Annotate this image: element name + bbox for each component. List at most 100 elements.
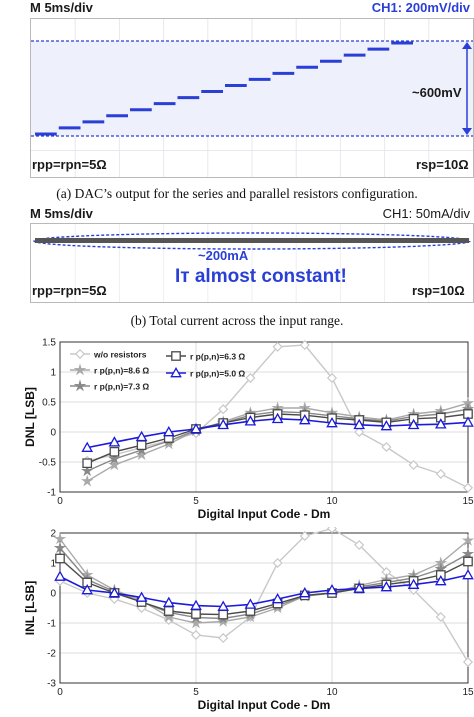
inl-data-point	[462, 656, 474, 668]
scope-a-range-band	[31, 41, 473, 136]
inl-data-point	[135, 591, 148, 602]
dnl-data-point	[109, 446, 120, 457]
inl-data-point	[434, 574, 447, 586]
inl-series-line	[59, 527, 469, 663]
inl-data-point	[461, 533, 474, 546]
inl-series	[54, 568, 474, 611]
inl-y-axis-label: INL [LSB]	[23, 581, 37, 635]
dnl-data-point	[190, 422, 202, 434]
inl-data-point	[190, 629, 202, 641]
inl-data-point	[462, 568, 474, 580]
inl-y-tick-label: 2	[50, 529, 56, 540]
dnl-chart: 0 5 10 15 -1 -0.5 0 0.5 1 1.5 Digital Input Code -…	[23, 338, 474, 521]
dnl-x-tick-label: 5	[193, 496, 199, 507]
dnl-data-point	[298, 413, 311, 425]
inl-series-line	[59, 547, 469, 620]
scope-b-amplitude-label: ~200mA	[198, 248, 249, 263]
inl-data-point	[326, 583, 338, 595]
dnl-y-tick-label: 0	[50, 428, 56, 439]
dnl-x-tick-label: 15	[462, 496, 474, 507]
dnl-data-point	[108, 452, 121, 465]
inl-y-tick-label: -1	[47, 619, 56, 630]
dnl-legend-marker	[170, 366, 182, 378]
inl-data-point	[108, 586, 121, 598]
dnl-data-point	[353, 418, 366, 430]
scope-b-ellipse	[33, 232, 471, 250]
inl-x-tick-label: 0	[57, 687, 63, 698]
scope-b-trace-band	[35, 238, 469, 243]
dnl-y-tick-label: 1	[50, 368, 56, 379]
dnl-data-point	[245, 372, 256, 384]
dnl-data-point	[271, 412, 284, 424]
inl-data-point	[461, 547, 474, 560]
dnl-data-point	[435, 468, 446, 480]
inl-data-point	[53, 532, 67, 545]
inl-data-point	[380, 580, 393, 592]
scope-b-message: Iт almost constant!	[175, 266, 347, 287]
scope-a-trace	[31, 19, 473, 177]
scope-a: M 5ms/div CH1: 200mV/div ~600mV rpp=rpn=…	[0, 0, 474, 182]
dnl-data-point	[244, 415, 257, 426]
dnl-data-point	[80, 464, 94, 477]
inl-data-point	[354, 539, 365, 551]
dnl-x-tick-label: 0	[57, 496, 63, 507]
dnl-data-point	[136, 440, 147, 451]
inl-data-point	[218, 609, 229, 620]
inl-frame	[59, 532, 469, 684]
scope-a-time-div: M 5ms/div	[30, 0, 93, 15]
inl-x-tick-label: 15	[462, 687, 474, 698]
scope-b-channel: CH1: 50mA/div	[382, 206, 470, 221]
inl-data-point	[53, 541, 67, 554]
inl-data-point	[190, 599, 202, 610]
dnl-data-point	[272, 341, 283, 352]
dnl-data-point	[462, 416, 474, 427]
inl-data-point	[244, 598, 257, 609]
inl-data-point	[162, 596, 175, 607]
inl-data-point	[353, 582, 366, 593]
dnl-data-point	[162, 425, 175, 437]
dnl-data-point	[326, 372, 338, 384]
dnl-legend-label: w/o resistors	[93, 350, 147, 360]
dnl-data-point	[299, 339, 310, 351]
scope-a-amplitude-label: ~600mV	[412, 85, 462, 100]
dnl-data-point	[462, 482, 474, 493]
scope-a-channel: CH1: 200mV/div	[371, 0, 470, 15]
dnl-legend-label: r p(p,n)=7.3 Ω	[94, 382, 149, 392]
dnl-legend-marker	[74, 348, 86, 360]
dnl-y-tick-label: -1	[47, 488, 56, 499]
dnl-data-point	[381, 441, 392, 453]
scope-a-left-label: rpp=rpn=5Ω	[32, 157, 107, 172]
inl-data-point	[435, 611, 446, 623]
scope-a-arrow-head-bottom	[462, 128, 472, 135]
inl-data-point	[55, 553, 65, 564]
scope-a-arrow-head-top	[462, 42, 472, 49]
scope-b-right-label: rsp=10Ω	[412, 283, 465, 298]
inl-data-point	[191, 609, 201, 619]
dnl-legend-label: r p(p,n)=6.3 Ω	[190, 352, 245, 362]
dnl-series	[81, 412, 474, 452]
inl-plot-area	[59, 532, 469, 684]
scope-b-time-div: M 5ms/div	[30, 206, 93, 221]
dnl-legend-label: r p(p,n)=8.6 Ω	[94, 366, 149, 376]
inl-data-point	[218, 632, 229, 644]
dnl-data-point	[135, 448, 148, 461]
inl-chart: 0 5 10 15 -3 -2 -1 0 1 2 Digital Input Code - Dm IN…	[23, 527, 474, 712]
inl-series-line	[59, 557, 469, 616]
dnl-data-point	[135, 430, 148, 442]
dnl-data-point	[80, 474, 94, 487]
inl-series-line	[59, 574, 469, 608]
scope-b-screen	[30, 223, 474, 303]
inl-data-point	[217, 600, 230, 611]
scope-a-screen	[30, 18, 474, 178]
inl-data-point	[81, 583, 94, 595]
scope-a-right-label: rsp=10Ω	[416, 157, 469, 172]
inl-y-tick-label: -2	[47, 649, 56, 660]
inl-data-point	[189, 616, 203, 629]
inl-data-point	[407, 578, 420, 589]
inl-data-point	[271, 592, 284, 604]
dnl-y-tick-label: 1.5	[42, 338, 56, 349]
inl-y-tick-label: 1	[50, 559, 56, 570]
dnl-data-point	[82, 458, 93, 469]
dnl-x-axis-label: Digital Input Code - Dm	[198, 507, 331, 521]
scope-b-trace	[33, 224, 471, 302]
